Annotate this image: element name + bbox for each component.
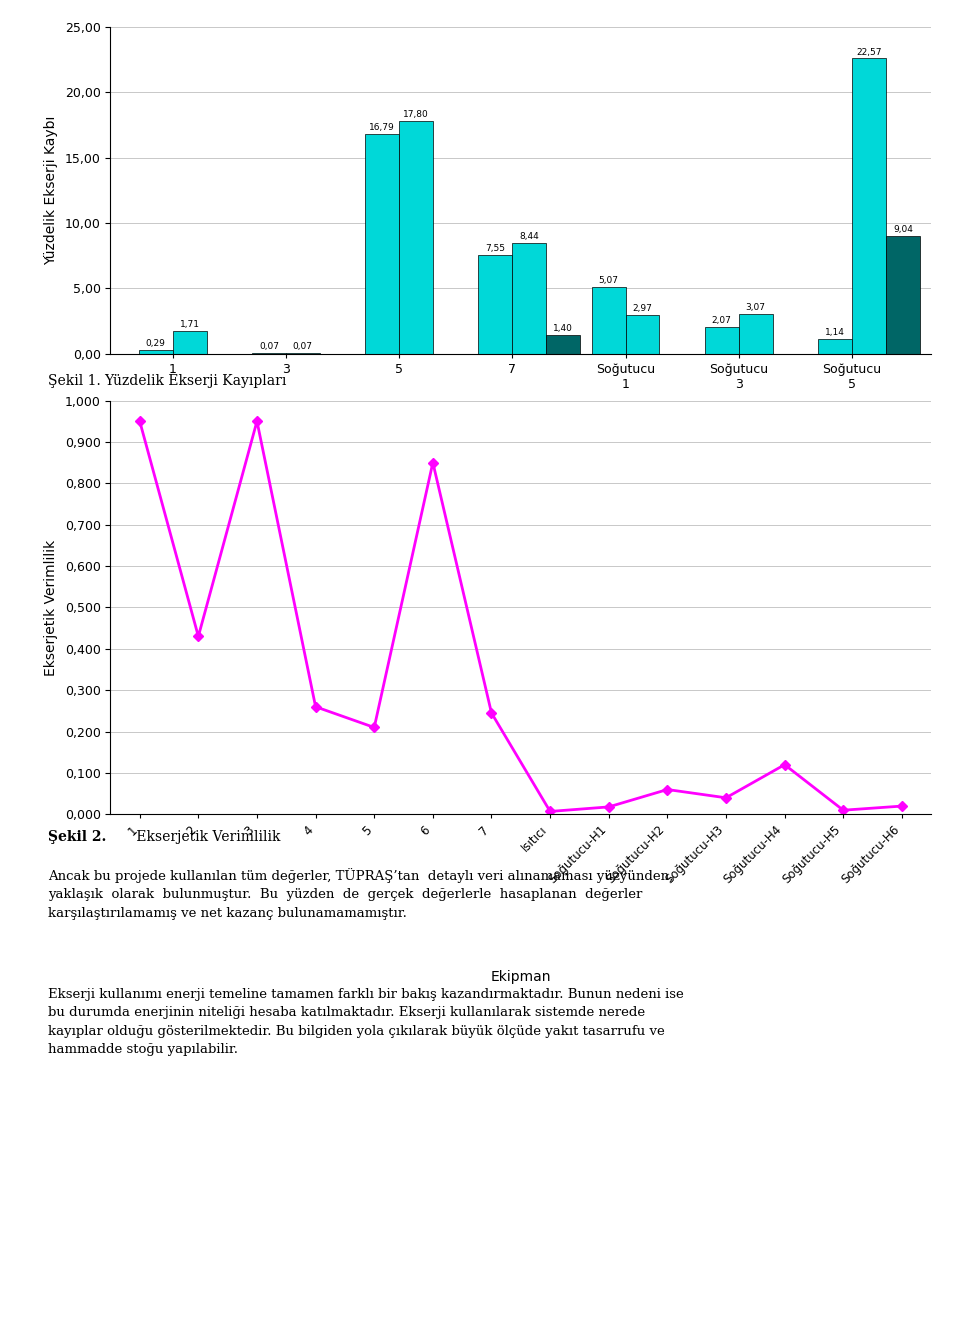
Text: 7,55: 7,55 bbox=[486, 244, 505, 254]
Bar bbox=[626, 315, 660, 354]
Text: 1,40: 1,40 bbox=[553, 324, 573, 334]
Text: Şekil 1. Yüzdelik Ekserji Kayıpları: Şekil 1. Yüzdelik Ekserji Kayıpları bbox=[48, 374, 286, 387]
Bar bbox=[705, 327, 739, 354]
Bar bbox=[591, 287, 626, 354]
Bar bbox=[478, 255, 513, 354]
X-axis label: Ekipman: Ekipman bbox=[491, 969, 551, 984]
Bar bbox=[818, 339, 852, 354]
Bar bbox=[173, 331, 206, 354]
Bar bbox=[365, 134, 399, 354]
Text: Ekserjetik Verimlilik: Ekserjetik Verimlilik bbox=[132, 830, 280, 844]
Text: 17,80: 17,80 bbox=[403, 109, 429, 119]
Bar bbox=[138, 350, 173, 354]
Text: Şekil 2.: Şekil 2. bbox=[48, 830, 107, 844]
Text: 8,44: 8,44 bbox=[519, 232, 540, 242]
X-axis label: Ekipman: Ekipman bbox=[491, 402, 551, 417]
Text: 1,14: 1,14 bbox=[825, 328, 845, 336]
Bar bbox=[886, 235, 920, 354]
Text: 16,79: 16,79 bbox=[370, 123, 395, 132]
Bar bbox=[852, 59, 886, 354]
Text: 2,07: 2,07 bbox=[711, 316, 732, 324]
Text: 1,71: 1,71 bbox=[180, 320, 200, 330]
Text: 2,97: 2,97 bbox=[633, 304, 653, 312]
Text: 5,07: 5,07 bbox=[598, 276, 618, 286]
Text: 3,07: 3,07 bbox=[746, 303, 766, 311]
Y-axis label: Ekserjetik Verimlilik: Ekserjetik Verimlilik bbox=[44, 539, 58, 676]
Text: Ekserji kullanımı enerji temeline tamamen farklı bir bakış kazandırmaktadır. Bun: Ekserji kullanımı enerji temeline tamame… bbox=[48, 988, 684, 1056]
Bar bbox=[399, 121, 433, 354]
Bar bbox=[546, 335, 580, 354]
Y-axis label: Yüzdelik Ekserji Kaybı: Yüzdelik Ekserji Kaybı bbox=[44, 116, 58, 264]
Text: 22,57: 22,57 bbox=[856, 48, 881, 56]
Text: 9,04: 9,04 bbox=[893, 224, 913, 234]
Text: 0,07: 0,07 bbox=[293, 342, 313, 351]
Text: 0,29: 0,29 bbox=[146, 339, 166, 348]
Bar bbox=[513, 243, 546, 354]
Bar bbox=[739, 314, 773, 354]
Text: Ancak bu projede kullanılan tüm değerler, TÜPRAŞ’tan  detaylı veri alınamaması y: Ancak bu projede kullanılan tüm değerler… bbox=[48, 868, 673, 920]
Text: 0,07: 0,07 bbox=[259, 342, 279, 351]
